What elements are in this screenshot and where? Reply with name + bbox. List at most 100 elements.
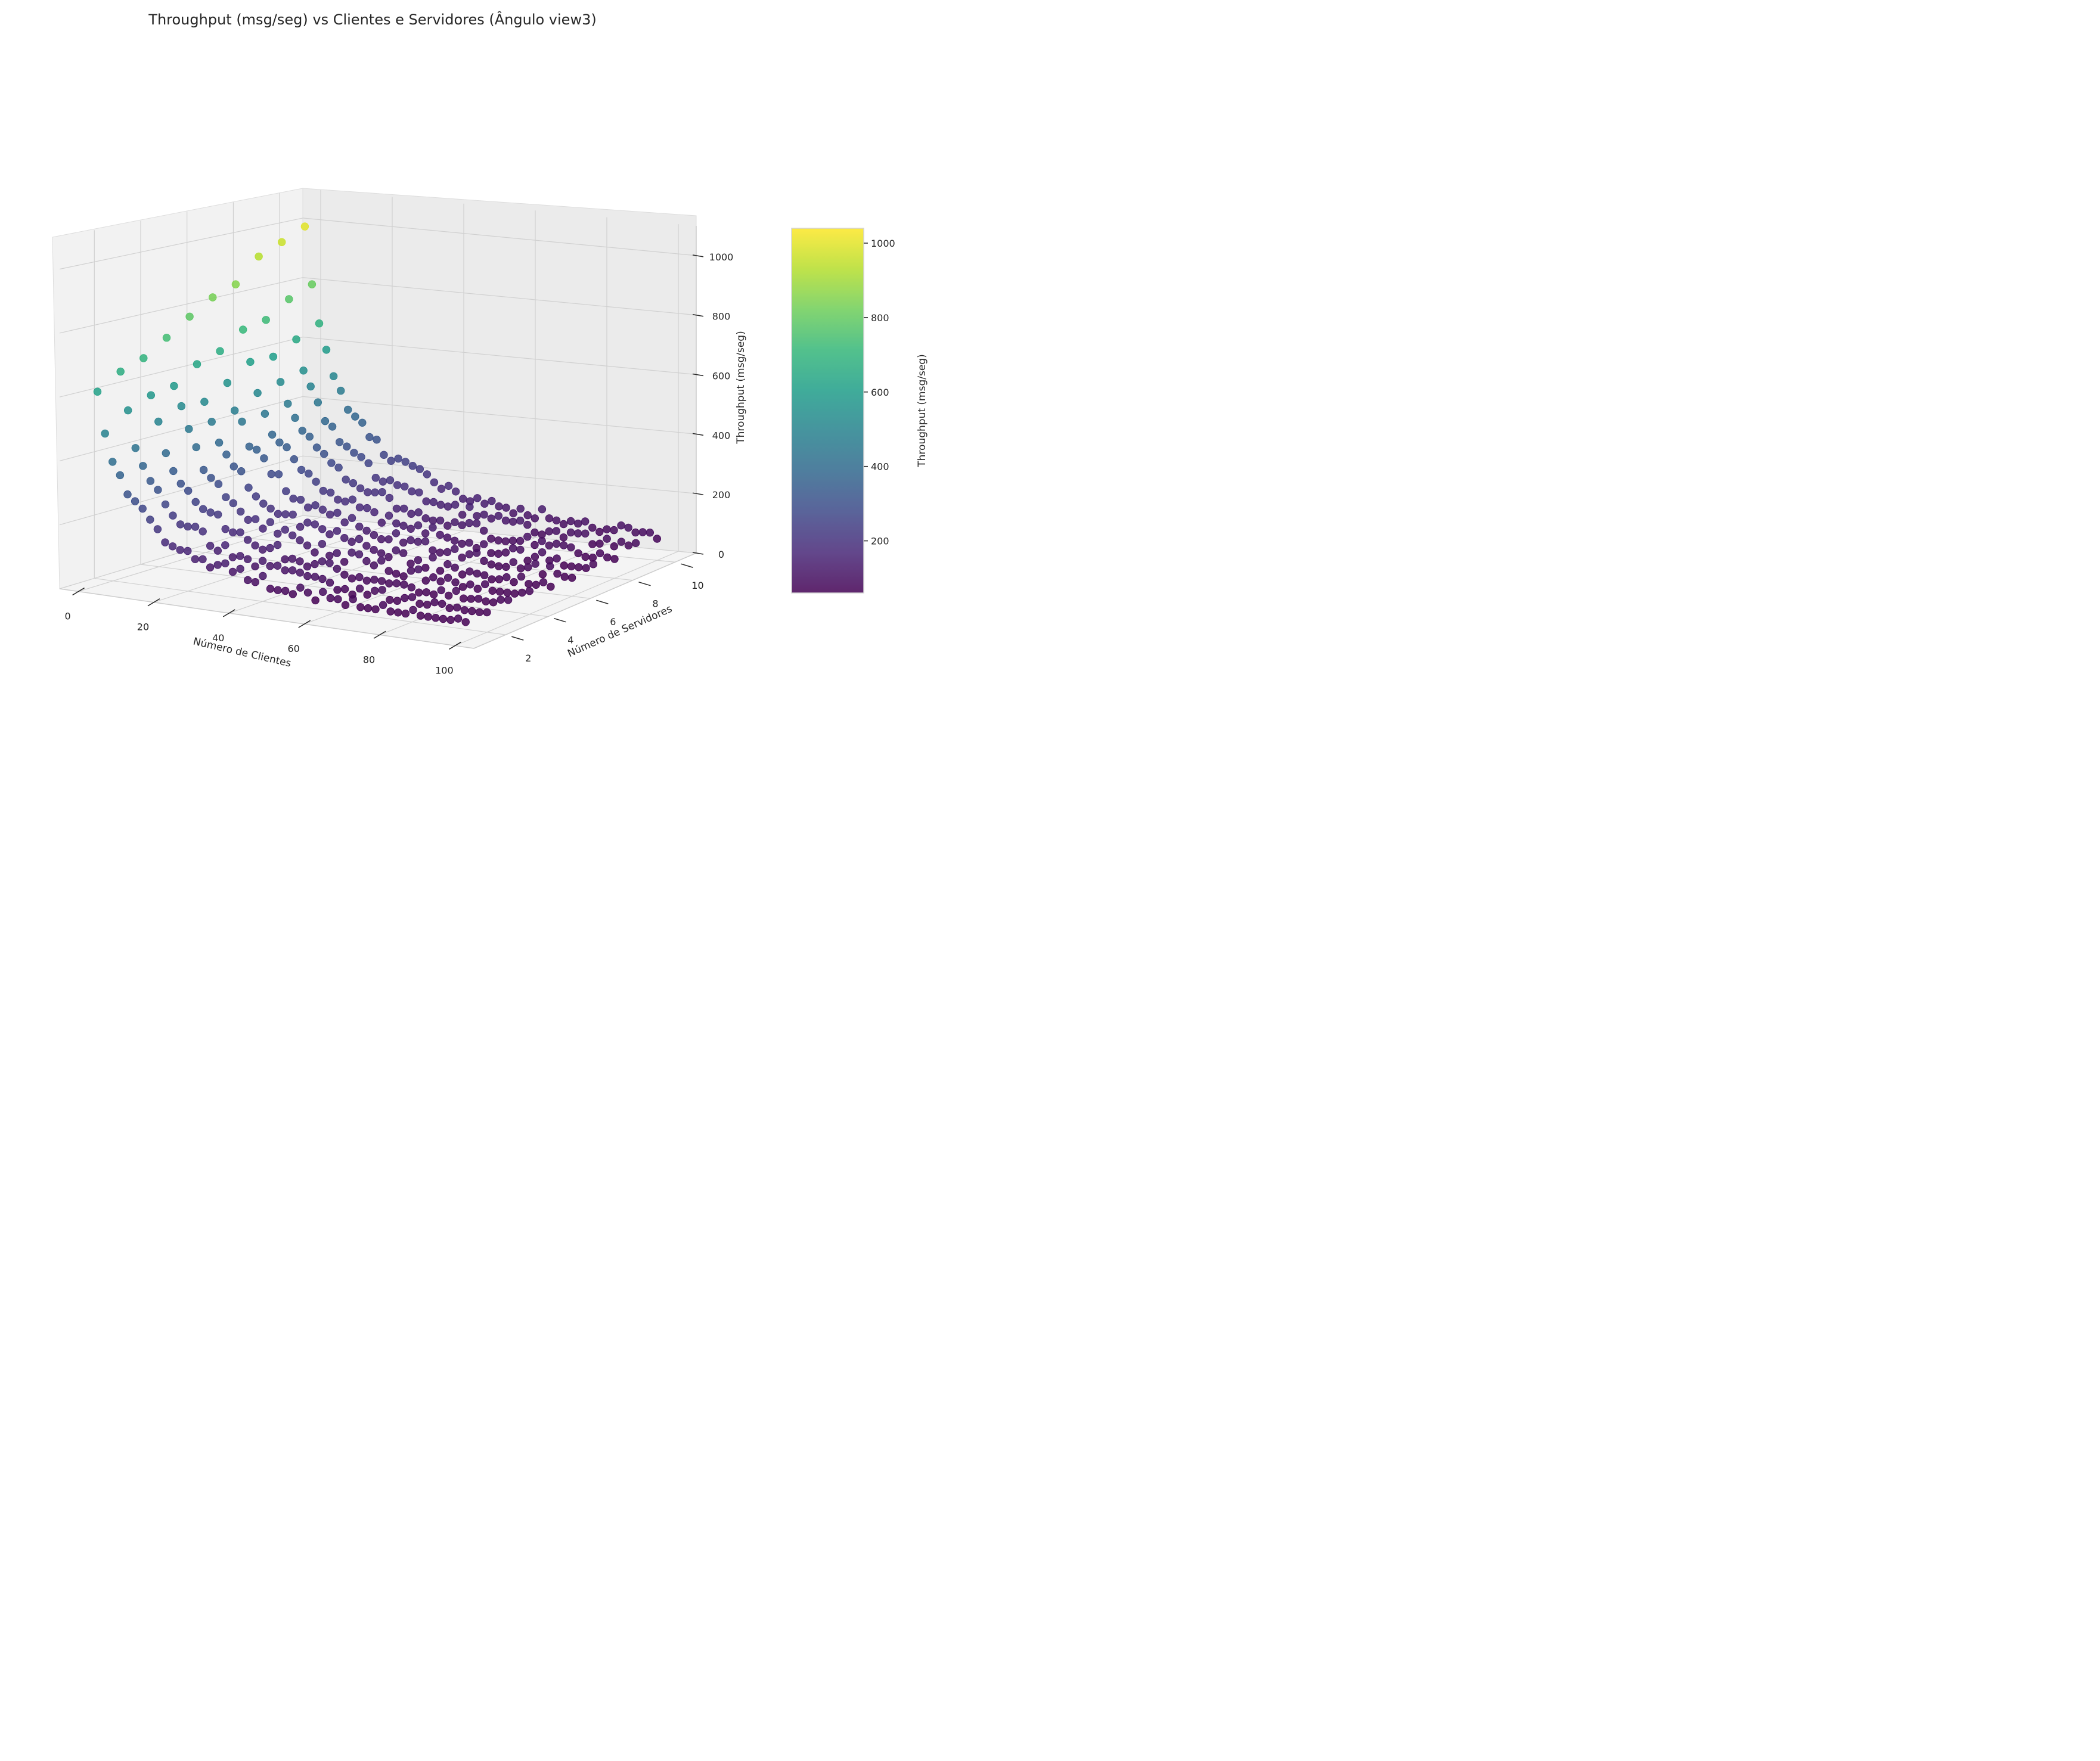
data-point xyxy=(349,479,358,487)
data-point xyxy=(357,453,365,461)
data-point xyxy=(303,541,312,549)
data-point xyxy=(581,517,590,526)
z-tick-label: 0 xyxy=(718,549,724,560)
data-point xyxy=(303,588,312,597)
floor-grid-x xyxy=(455,551,679,647)
data-point xyxy=(392,579,401,588)
back-grid-z xyxy=(302,396,697,434)
floor-grid-y xyxy=(94,577,506,635)
data-point xyxy=(603,525,611,533)
data-point xyxy=(523,557,532,565)
x-tick xyxy=(72,587,85,596)
colorbar-label: Throughput (msg/seg) xyxy=(916,354,928,467)
data-point xyxy=(325,530,334,539)
data-point xyxy=(207,474,215,482)
data-point xyxy=(460,606,469,614)
data-point xyxy=(319,486,328,495)
data-point xyxy=(631,539,640,548)
data-point xyxy=(290,455,299,464)
data-point xyxy=(253,389,262,397)
data-point xyxy=(296,583,305,592)
data-point xyxy=(504,596,513,604)
data-point xyxy=(624,541,633,549)
data-point xyxy=(595,549,604,558)
data-point xyxy=(415,600,424,608)
data-point xyxy=(414,556,423,564)
data-point xyxy=(465,550,474,558)
data-point xyxy=(516,504,525,513)
data-point xyxy=(236,564,244,573)
data-point xyxy=(370,508,379,517)
data-point xyxy=(631,528,640,537)
data-point xyxy=(501,537,510,546)
data-point xyxy=(336,438,344,446)
data-point xyxy=(574,549,582,558)
data-point xyxy=(494,562,503,570)
data-point xyxy=(487,535,495,543)
data-point xyxy=(161,500,170,509)
data-point xyxy=(370,546,378,554)
data-point xyxy=(461,618,470,626)
data-point xyxy=(355,535,364,543)
data-point xyxy=(318,525,327,533)
data-point xyxy=(245,442,254,451)
data-point xyxy=(228,567,237,576)
data-point xyxy=(646,529,654,537)
data-point xyxy=(199,465,208,474)
data-point xyxy=(610,542,619,551)
data-point xyxy=(401,458,410,466)
data-point xyxy=(567,543,575,552)
data-point xyxy=(274,586,282,594)
data-point xyxy=(407,524,415,533)
data-point xyxy=(516,564,525,573)
data-point xyxy=(617,538,626,546)
z-tick xyxy=(692,433,704,436)
data-point xyxy=(273,541,282,549)
data-point xyxy=(289,566,297,574)
data-point xyxy=(341,601,350,610)
data-point xyxy=(494,536,502,545)
data-point xyxy=(553,570,562,578)
data-point xyxy=(337,386,345,395)
data-point xyxy=(177,402,186,411)
left-grid-z xyxy=(59,336,303,397)
data-point xyxy=(362,557,371,566)
data-point xyxy=(399,549,408,557)
data-point xyxy=(325,551,334,560)
left-grid-z xyxy=(59,396,303,462)
x-tick-label: 0 xyxy=(64,611,70,622)
data-point xyxy=(325,510,334,519)
data-point xyxy=(465,518,474,527)
data-point xyxy=(291,414,299,422)
data-point xyxy=(501,516,510,525)
data-point xyxy=(384,511,393,520)
data-point xyxy=(488,496,496,505)
data-point xyxy=(458,511,467,519)
data-point xyxy=(274,470,283,479)
data-point xyxy=(315,319,324,328)
data-point xyxy=(192,443,200,452)
data-point xyxy=(358,418,367,427)
data-point xyxy=(101,429,109,438)
data-point xyxy=(400,580,408,589)
data-point xyxy=(333,586,342,594)
data-point xyxy=(508,544,517,552)
data-point xyxy=(289,495,297,503)
data-point xyxy=(236,528,244,537)
x-tick xyxy=(298,620,311,628)
data-point xyxy=(161,538,169,546)
data-point xyxy=(473,585,482,593)
data-point xyxy=(322,346,331,354)
x-tick-label: 80 xyxy=(363,654,375,665)
colorbar-tick-label: 800 xyxy=(871,312,889,324)
data-point xyxy=(380,451,388,459)
data-point xyxy=(333,527,342,535)
data-point xyxy=(458,521,466,530)
data-point xyxy=(516,536,525,545)
data-point xyxy=(162,334,171,342)
x-tick-label: 60 xyxy=(288,643,300,654)
data-point xyxy=(260,454,268,462)
y-tick xyxy=(511,636,524,641)
data-point xyxy=(170,381,178,390)
data-point xyxy=(255,252,263,261)
